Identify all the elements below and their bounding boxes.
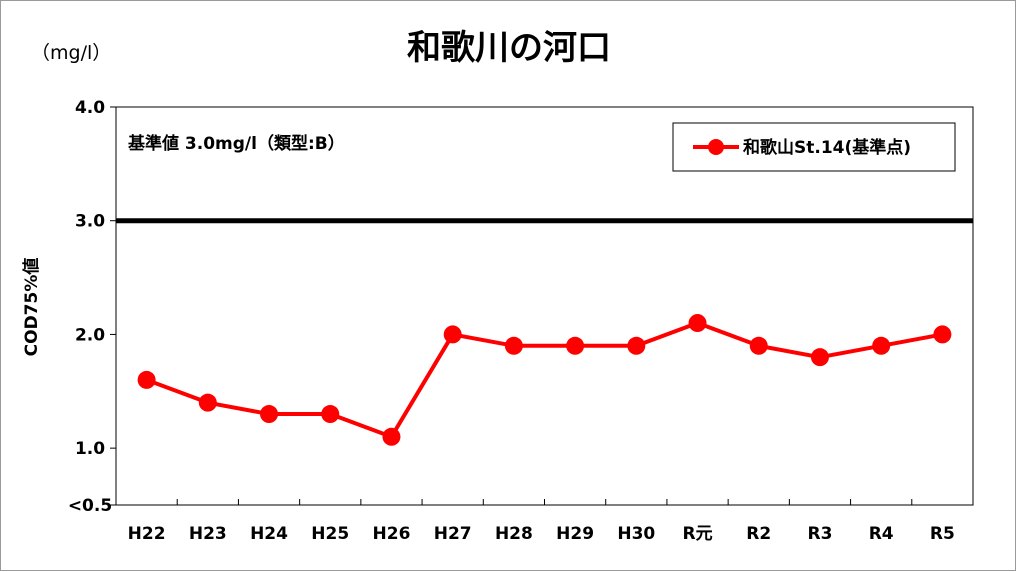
series-line — [145, 321, 943, 439]
x-tick-label: R4 — [869, 524, 894, 544]
standard-note: 基準値 3.0mg/l（類型:B） — [127, 133, 345, 154]
x-tick-label: H27 — [434, 524, 472, 544]
data-point — [627, 336, 646, 355]
y-ticks: <0.5 1.0 2.0 3.0 4.0 — [68, 98, 116, 516]
data-point — [504, 336, 523, 355]
x-tick-label: R5 — [930, 524, 955, 544]
y-unit-label: （mg/l） — [31, 42, 111, 64]
data-point — [810, 348, 829, 367]
y-tick-label: 1.0 — [75, 439, 105, 459]
x-tick-label: H28 — [495, 524, 533, 544]
plot-area — [115, 106, 974, 506]
data-point — [260, 405, 279, 424]
data-point — [137, 370, 156, 389]
x-tick-label: H23 — [189, 524, 227, 544]
data-point — [443, 325, 462, 344]
series-group — [137, 314, 952, 446]
chart-title: 和歌川の河口 — [407, 28, 611, 68]
y-tick-label: 2.0 — [75, 325, 105, 345]
x-tick-label: H25 — [311, 524, 349, 544]
y-tick-label: 3.0 — [75, 212, 105, 232]
x-tick-label: R3 — [808, 524, 833, 544]
x-tick-label: H30 — [617, 524, 655, 544]
data-point — [566, 336, 585, 355]
x-tick-label: H29 — [556, 524, 594, 544]
legend-label: 和歌山St.14(基準点) — [743, 137, 911, 158]
x-tick-label: R元 — [682, 524, 712, 544]
data-point — [749, 336, 768, 355]
x-tick-label: H26 — [373, 524, 411, 544]
data-point — [872, 336, 891, 355]
legend: 和歌山St.14(基準点) — [672, 122, 956, 172]
y-tick-label: 4.0 — [75, 98, 105, 118]
data-point — [382, 427, 401, 446]
x-tick-label: H24 — [250, 524, 288, 544]
x-tick-label: H22 — [128, 524, 166, 544]
data-point — [198, 393, 217, 412]
y-tick-label: <0.5 — [68, 496, 112, 516]
data-point — [321, 405, 340, 424]
legend-marker — [708, 139, 724, 155]
data-point — [688, 314, 707, 333]
data-point — [933, 325, 952, 344]
x-ticks: H22 H23 H24 H25 H26 H27 H28 H29 H30 R元 R2 R3 R4 R5 — [128, 499, 955, 544]
y-axis-label: COD75%値 — [21, 258, 42, 357]
x-tick-label: R2 — [746, 524, 771, 544]
